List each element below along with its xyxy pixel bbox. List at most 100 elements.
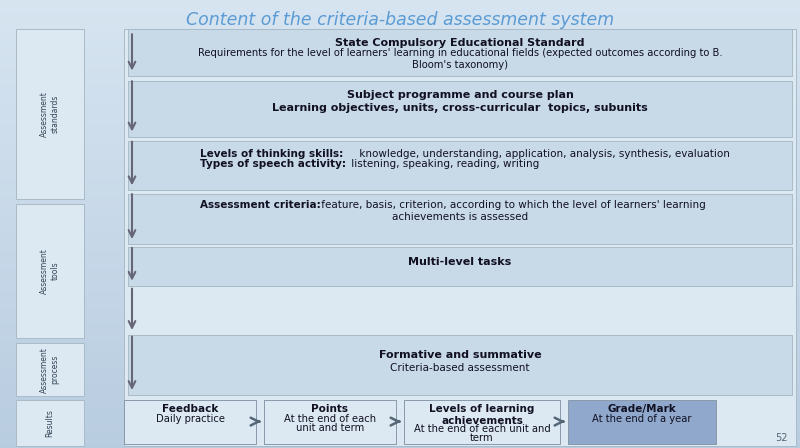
- Bar: [0, 246, 800, 251]
- Bar: [0, 152, 800, 157]
- Text: Subject programme and course plan: Subject programme and course plan: [346, 90, 574, 99]
- Bar: [0, 22, 800, 27]
- Text: Assessment criteria:: Assessment criteria:: [200, 200, 321, 210]
- Bar: [0, 27, 800, 31]
- Bar: [0, 399, 800, 403]
- Text: Types of speech activity:: Types of speech activity:: [200, 159, 346, 169]
- Bar: [0, 161, 800, 166]
- Bar: [0, 36, 800, 40]
- Bar: [0, 67, 800, 72]
- Bar: [0, 206, 800, 211]
- Bar: [0, 291, 800, 296]
- Text: knowledge, understanding, application, analysis, synthesis, evaluation: knowledge, understanding, application, a…: [356, 149, 730, 159]
- Bar: [0, 193, 800, 197]
- Text: Grade/Mark: Grade/Mark: [608, 404, 676, 414]
- Bar: [16, 29, 84, 199]
- Bar: [0, 125, 800, 130]
- Bar: [0, 143, 800, 148]
- Text: Bloom's taxonomy): Bloom's taxonomy): [412, 60, 508, 69]
- Bar: [0, 300, 800, 305]
- Text: Results: Results: [46, 409, 54, 437]
- Bar: [0, 426, 800, 430]
- Bar: [0, 58, 800, 63]
- Text: Multi-level tasks: Multi-level tasks: [408, 257, 512, 267]
- Bar: [128, 194, 792, 244]
- Bar: [0, 31, 800, 36]
- Bar: [0, 13, 800, 18]
- Bar: [0, 296, 800, 300]
- Text: Requirements for the level of learners' learning in educational fields (expected: Requirements for the level of learners' …: [198, 48, 722, 58]
- Bar: [0, 278, 800, 282]
- Bar: [0, 332, 800, 336]
- Bar: [0, 305, 800, 309]
- Bar: [0, 363, 800, 367]
- Text: Learning objectives, units, cross-curricular  topics, subunits: Learning objectives, units, cross-curric…: [272, 103, 648, 113]
- Bar: [0, 63, 800, 67]
- Bar: [0, 318, 800, 323]
- Bar: [0, 287, 800, 291]
- Bar: [0, 85, 800, 90]
- Bar: [0, 260, 800, 264]
- Bar: [0, 430, 800, 435]
- Bar: [0, 358, 800, 363]
- Bar: [0, 345, 800, 349]
- Bar: [568, 400, 716, 444]
- Text: Levels of learning
achievements: Levels of learning achievements: [430, 404, 534, 426]
- Bar: [0, 354, 800, 358]
- Bar: [0, 130, 800, 134]
- Bar: [0, 139, 800, 143]
- Text: Daily practice: Daily practice: [155, 414, 225, 424]
- Text: Formative and summative: Formative and summative: [378, 350, 542, 360]
- Bar: [124, 29, 796, 446]
- Bar: [0, 349, 800, 354]
- Bar: [0, 49, 800, 54]
- Bar: [0, 94, 800, 99]
- Bar: [0, 81, 800, 85]
- Bar: [0, 372, 800, 376]
- Bar: [128, 141, 792, 190]
- Bar: [0, 76, 800, 81]
- Bar: [0, 215, 800, 220]
- Bar: [0, 211, 800, 215]
- Bar: [0, 72, 800, 76]
- Bar: [0, 121, 800, 125]
- Bar: [0, 314, 800, 318]
- Text: Levels of thinking skills:: Levels of thinking skills:: [200, 149, 343, 159]
- Bar: [0, 435, 800, 439]
- Bar: [0, 282, 800, 287]
- Text: feature, basis, criterion, according to which the level of learners' learning: feature, basis, criterion, according to …: [318, 200, 706, 210]
- Bar: [0, 40, 800, 45]
- Bar: [0, 108, 800, 112]
- Bar: [0, 309, 800, 314]
- Bar: [0, 376, 800, 381]
- Bar: [0, 327, 800, 332]
- Bar: [0, 103, 800, 108]
- Bar: [0, 134, 800, 139]
- Text: 52: 52: [775, 433, 788, 443]
- Bar: [264, 400, 396, 444]
- Text: Assessment
process: Assessment process: [40, 347, 60, 392]
- Bar: [128, 29, 792, 76]
- Bar: [0, 381, 800, 385]
- Bar: [0, 116, 800, 121]
- Bar: [0, 412, 800, 417]
- Bar: [0, 242, 800, 246]
- Text: listening, speaking, reading, writing: listening, speaking, reading, writing: [348, 159, 539, 169]
- Bar: [0, 403, 800, 408]
- Bar: [128, 335, 792, 395]
- Bar: [0, 166, 800, 170]
- Bar: [0, 385, 800, 390]
- Bar: [0, 264, 800, 269]
- Bar: [0, 323, 800, 327]
- Bar: [0, 233, 800, 237]
- Bar: [0, 340, 800, 345]
- Text: Assessment
tools: Assessment tools: [40, 248, 60, 294]
- Bar: [0, 417, 800, 421]
- Bar: [0, 4, 800, 9]
- Bar: [0, 390, 800, 394]
- Bar: [0, 394, 800, 399]
- Bar: [0, 179, 800, 184]
- Bar: [0, 90, 800, 94]
- Bar: [0, 224, 800, 228]
- Text: At the end of each unit and: At the end of each unit and: [414, 424, 550, 434]
